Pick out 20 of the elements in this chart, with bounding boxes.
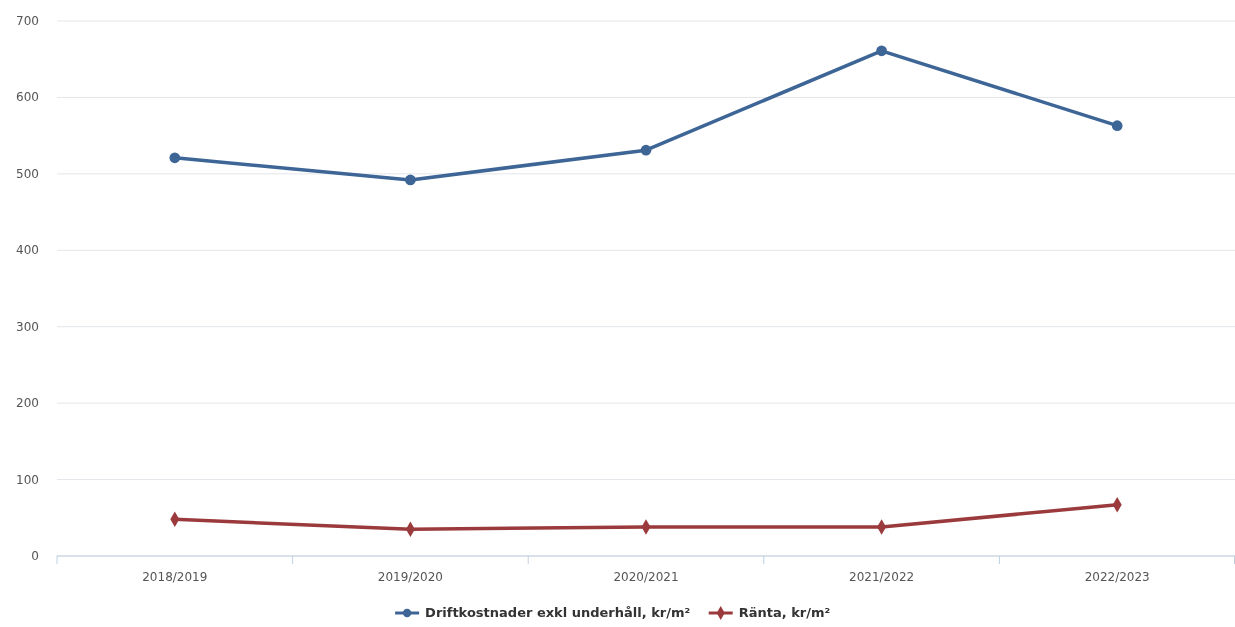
y-tick-label: 700 bbox=[16, 14, 39, 28]
x-tick-label: 2022/2023 bbox=[1084, 570, 1150, 584]
y-tick-label: 600 bbox=[16, 90, 39, 105]
y-tick-label: 200 bbox=[16, 396, 39, 411]
y-tick-label: 300 bbox=[16, 319, 39, 334]
x-tick-label: 2020/2021 bbox=[613, 570, 679, 584]
point bbox=[1111, 120, 1123, 132]
y-tick-label: 0 bbox=[31, 549, 39, 563]
x-tick-label: 2021/2022 bbox=[849, 570, 915, 584]
y-tick-label: 400 bbox=[16, 243, 39, 258]
point bbox=[405, 174, 416, 186]
point bbox=[169, 152, 181, 164]
point bbox=[876, 45, 887, 57]
x-tick-label: 2018/2019 bbox=[142, 570, 208, 584]
point bbox=[640, 144, 652, 156]
y-tick-label: 500 bbox=[16, 166, 39, 181]
legend-label: Driftkostnader exkl underhåll, kr/m² bbox=[425, 605, 691, 620]
x-tick-label: 2019/2020 bbox=[377, 570, 443, 584]
y-tick-label: 100 bbox=[16, 472, 39, 487]
legend-label: Ränta, kr/m² bbox=[738, 605, 831, 620]
